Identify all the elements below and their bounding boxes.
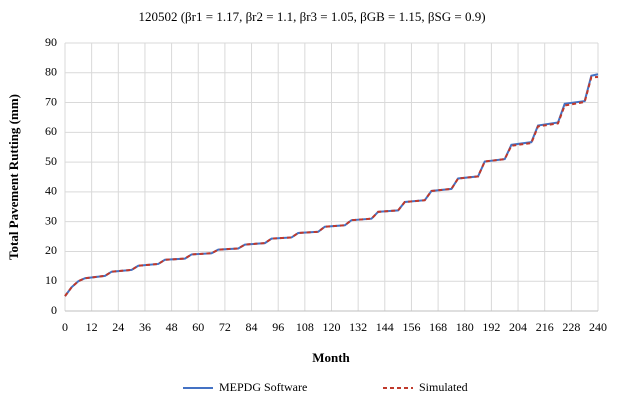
x-tick-label: 204	[509, 320, 527, 334]
y-tick-label: 40	[45, 184, 57, 198]
x-tick-label: 60	[192, 320, 204, 334]
y-tick-label: 90	[45, 35, 57, 49]
x-tick-label: 156	[402, 320, 420, 334]
x-tick-label: 180	[456, 320, 474, 334]
y-tick-label: 20	[45, 243, 57, 257]
x-tick-label: 96	[272, 320, 284, 334]
x-tick-label: 216	[536, 320, 554, 334]
y-tick-label: 0	[51, 303, 57, 317]
x-tick-label: 168	[429, 320, 447, 334]
x-tick-label: 48	[166, 320, 178, 334]
y-tick-label: 70	[45, 94, 57, 108]
x-tick-label: 240	[589, 320, 607, 334]
x-tick-label: 36	[139, 320, 151, 334]
x-axis-label: Month	[312, 350, 350, 365]
x-tick-label: 228	[562, 320, 580, 334]
x-tick-label: 0	[62, 320, 68, 334]
y-tick-label: 10	[45, 273, 57, 287]
series-line	[64, 73, 599, 297]
x-tick-label: 144	[376, 320, 394, 334]
x-tick-label: 12	[86, 320, 98, 334]
x-tick-label: 192	[482, 320, 500, 334]
chart-title: 120502 (βr1 = 1.17, βr2 = 1.1, βr3 = 1.0…	[138, 9, 485, 24]
legend-label: Simulated	[419, 380, 468, 394]
y-tick-label: 60	[45, 124, 57, 138]
y-tick-label: 50	[45, 154, 57, 168]
y-tick-label: 30	[45, 213, 57, 227]
legend-label: MEPDG Software	[219, 380, 307, 394]
x-tick-label: 24	[112, 320, 124, 334]
x-tick-label: 84	[246, 320, 258, 334]
x-tick-label: 72	[219, 320, 231, 334]
x-tick-label: 132	[349, 320, 367, 334]
y-tick-label: 80	[45, 65, 57, 79]
y-axis-label: Total Pavement Rutting (mm)	[6, 94, 21, 260]
x-tick-label: 120	[323, 320, 341, 334]
x-tick-label: 108	[296, 320, 314, 334]
